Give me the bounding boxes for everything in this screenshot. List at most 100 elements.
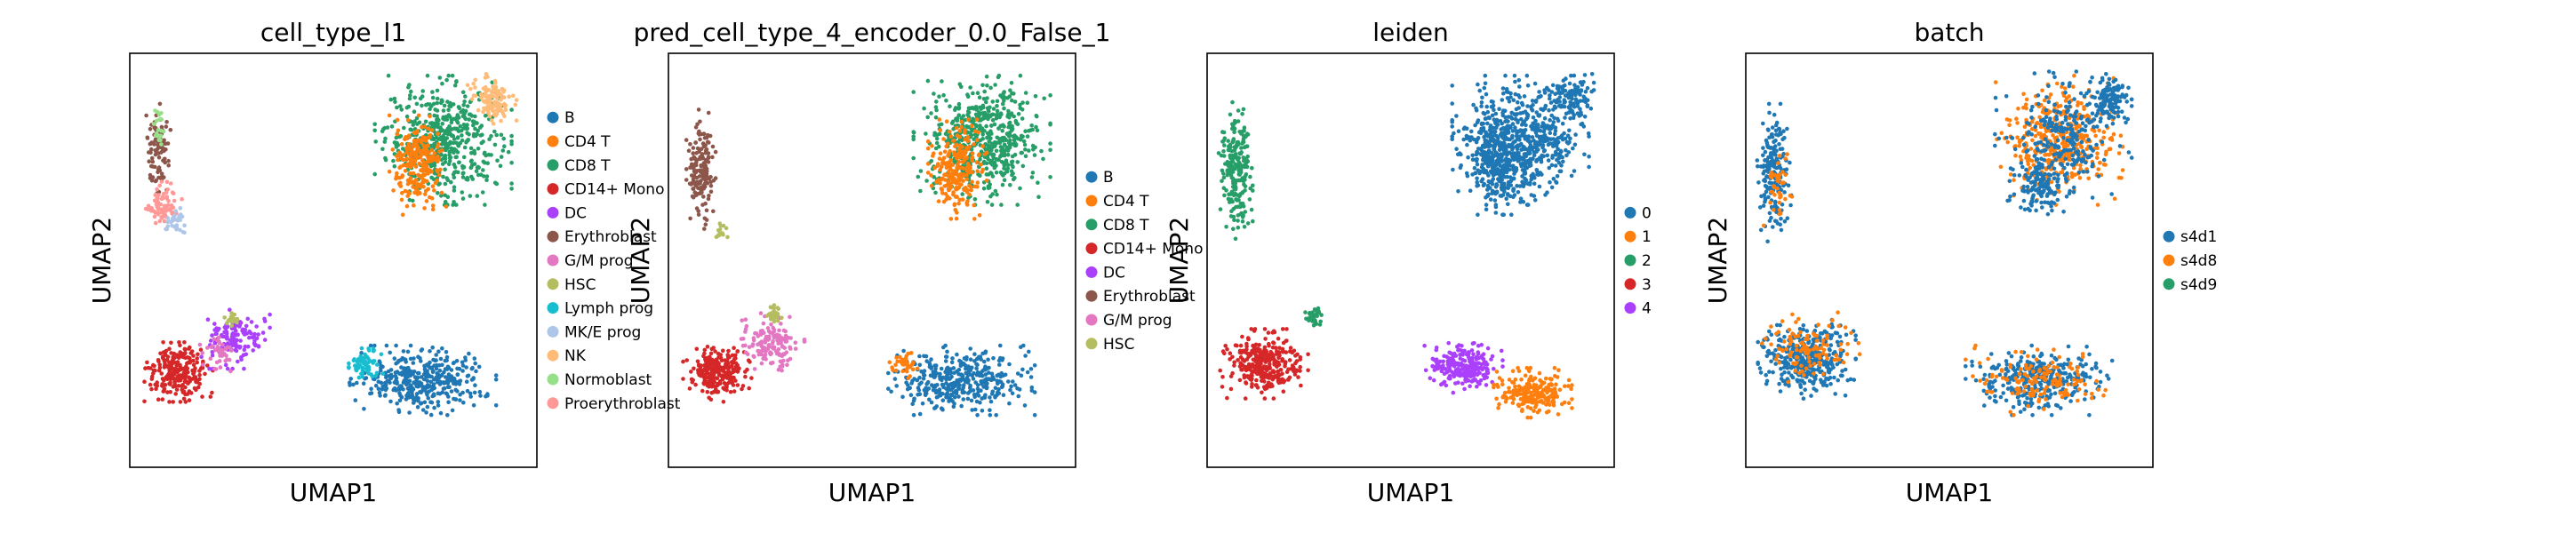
- data-point: [412, 139, 417, 143]
- data-point: [440, 372, 444, 378]
- data-point: [733, 356, 738, 361]
- data-point: [426, 396, 431, 401]
- data-point: [967, 131, 972, 135]
- data-point: [964, 366, 969, 371]
- data-point: [951, 192, 956, 197]
- data-point: [487, 94, 492, 99]
- data-point: [713, 149, 718, 155]
- data-point: [925, 379, 931, 385]
- data-point: [941, 92, 946, 98]
- data-point: [1469, 129, 1474, 134]
- legend-marker: [1085, 290, 1098, 302]
- data-point: [155, 384, 160, 388]
- data-point: [1042, 96, 1046, 101]
- data-point: [1513, 125, 1517, 130]
- data-point: [747, 345, 752, 350]
- data-point: [1513, 79, 1517, 84]
- data-point: [976, 130, 980, 135]
- data-point: [900, 394, 905, 400]
- data-point: [758, 311, 764, 315]
- data-point: [237, 324, 242, 329]
- data-point: [1029, 175, 1035, 179]
- data-point: [1454, 114, 1459, 118]
- data-point: [493, 378, 499, 382]
- data-point: [178, 343, 182, 348]
- data-point: [938, 151, 943, 155]
- data-point: [181, 396, 187, 402]
- data-point: [763, 338, 768, 342]
- data-point: [514, 118, 519, 123]
- data-point: [1483, 81, 1488, 86]
- data-point: [1458, 356, 1463, 361]
- data-point: [485, 161, 490, 165]
- data-point: [411, 386, 415, 392]
- data-point: [469, 97, 475, 101]
- data-point: [1492, 144, 1497, 149]
- data-point: [720, 377, 725, 382]
- data-point: [1528, 156, 1532, 162]
- data-point: [455, 127, 460, 132]
- data-point: [478, 172, 484, 177]
- data-point: [477, 389, 483, 394]
- data-point: [998, 170, 1004, 175]
- data-point: [468, 86, 473, 91]
- data-point: [975, 362, 980, 367]
- data-point: [976, 372, 981, 378]
- data-point: [404, 157, 409, 162]
- data-point: [1036, 195, 1041, 199]
- data-point: [393, 373, 398, 378]
- data-point: [974, 117, 980, 122]
- data-point: [443, 167, 447, 171]
- data-point: [1524, 111, 1530, 116]
- legend-label: NK: [564, 347, 587, 365]
- data-point: [509, 107, 514, 112]
- data-point: [701, 195, 706, 199]
- data-point: [1532, 153, 1537, 158]
- data-point: [708, 189, 714, 195]
- data-point: [1500, 358, 1505, 362]
- data-point: [1553, 163, 1558, 168]
- data-point: [700, 388, 705, 394]
- data-point: [705, 389, 710, 394]
- data-point: [1500, 113, 1506, 118]
- data-point: [705, 367, 710, 372]
- data-point: [197, 369, 202, 373]
- data-point: [414, 101, 420, 107]
- data-point: [725, 371, 730, 377]
- data-point: [142, 399, 147, 404]
- data-point: [1463, 369, 1468, 374]
- data-point: [982, 359, 987, 364]
- data-point: [170, 373, 174, 378]
- data-point: [399, 142, 404, 147]
- data-point: [1000, 384, 1005, 389]
- data-point: [1511, 195, 1516, 200]
- data-point: [351, 382, 356, 387]
- data-point: [443, 117, 447, 122]
- data-point: [423, 188, 428, 194]
- data-point: [177, 340, 181, 345]
- data-point: [951, 366, 956, 370]
- data-point: [983, 372, 988, 377]
- data-point: [452, 83, 458, 88]
- data-point: [432, 188, 436, 193]
- data-point: [396, 128, 401, 133]
- data-point: [210, 390, 214, 395]
- data-point: [251, 348, 256, 353]
- data-point: [149, 179, 155, 183]
- data-point: [1000, 182, 1005, 187]
- data-point: [936, 199, 941, 203]
- data-point: [450, 73, 455, 78]
- data-point: [1023, 129, 1028, 133]
- data-point: [164, 147, 168, 152]
- data-point: [939, 366, 944, 371]
- data-point: [703, 150, 708, 155]
- data-point: [1570, 108, 1574, 114]
- data-point: [1477, 171, 1482, 176]
- data-point: [249, 320, 254, 324]
- data-point: [977, 213, 982, 218]
- data-point: [692, 155, 696, 160]
- data-point: [1462, 386, 1467, 392]
- data-point: [1518, 200, 1523, 204]
- data-point: [691, 151, 695, 155]
